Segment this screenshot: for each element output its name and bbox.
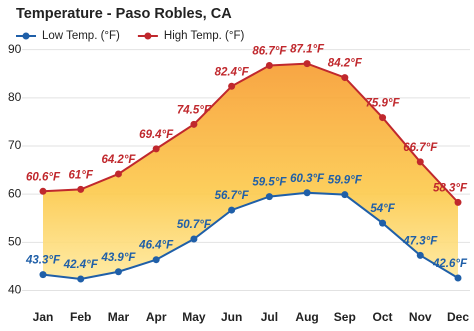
y-tick-label: 50 <box>8 235 22 249</box>
data-point <box>303 189 311 197</box>
data-point <box>416 251 424 259</box>
data-point <box>77 185 85 193</box>
data-label: 69.4°F <box>139 129 174 141</box>
x-tick-label: Jul <box>261 310 278 324</box>
data-label: 54°F <box>370 203 395 215</box>
range-area <box>43 63 458 279</box>
data-point <box>454 274 462 282</box>
data-label: 47.3°F <box>402 235 438 247</box>
data-label: 59.5°F <box>252 177 287 189</box>
data-point <box>114 170 122 178</box>
data-point <box>265 193 273 201</box>
data-label: 61°F <box>69 169 94 181</box>
data-point <box>379 114 387 122</box>
y-tick-label: 60 <box>8 186 22 200</box>
x-tick-label: Jan <box>33 310 54 324</box>
y-tick-label: 80 <box>8 90 22 104</box>
data-point <box>303 60 311 68</box>
x-tick-label: Feb <box>70 310 91 324</box>
data-point <box>152 256 160 264</box>
x-tick-label: Aug <box>295 310 318 324</box>
x-tick-label: Mar <box>108 310 130 324</box>
data-label: 59.9°F <box>328 175 363 187</box>
x-tick-label: Sep <box>334 310 356 324</box>
x-tick-label: Jun <box>221 310 242 324</box>
data-point <box>341 74 349 82</box>
data-point <box>190 120 198 128</box>
data-point <box>77 275 85 283</box>
data-point <box>454 198 462 206</box>
y-tick-label: 70 <box>8 138 22 152</box>
data-label: 75.9°F <box>366 98 401 110</box>
data-label: 60.6°F <box>26 171 61 183</box>
data-label: 87.1°F <box>290 44 325 56</box>
data-label: 64.2°F <box>101 154 136 166</box>
x-tick-label: May <box>182 310 206 324</box>
data-point <box>39 187 47 195</box>
series-line <box>42 62 459 204</box>
data-label: 66.7°F <box>403 142 438 154</box>
legend-marker <box>144 32 152 40</box>
data-point <box>341 191 349 199</box>
series-line <box>42 191 459 280</box>
data-label: 46.4°F <box>138 240 174 252</box>
data-point <box>416 158 424 166</box>
x-tick-label: Oct <box>373 310 393 324</box>
data-label: 42.6°F <box>432 258 468 270</box>
chart-title: Temperature - Paso Robles, CA <box>16 6 232 22</box>
data-point <box>39 271 47 279</box>
data-label: 50.7°F <box>177 219 212 231</box>
x-tick-label: Dec <box>447 310 469 324</box>
y-tick-label: 40 <box>8 283 22 297</box>
legend-label: High Temp. (°F) <box>164 30 245 42</box>
y-tick-label: 90 <box>8 42 22 56</box>
data-point <box>228 206 236 214</box>
x-tick-label: Apr <box>146 310 167 324</box>
data-point <box>190 235 198 243</box>
data-label: 43.3°F <box>25 255 61 267</box>
data-label: 60.3°F <box>290 173 325 185</box>
data-point <box>265 62 273 70</box>
data-label: 42.4°F <box>63 259 99 271</box>
data-label: 43.9°F <box>100 252 136 264</box>
legend-label: Low Temp. (°F) <box>42 30 120 42</box>
data-point <box>228 82 236 90</box>
legend-marker <box>22 32 30 40</box>
data-label: 58.3°F <box>433 182 468 194</box>
data-label: 56.7°F <box>215 190 250 202</box>
data-point <box>379 219 387 227</box>
data-label: 86.7°F <box>252 46 287 58</box>
data-label: 84.2°F <box>328 58 363 70</box>
x-tick-label: Nov <box>409 310 432 324</box>
data-label: 82.4°F <box>215 66 250 78</box>
data-point <box>114 268 122 276</box>
data-label: 74.5°F <box>177 104 212 116</box>
data-point <box>152 145 160 153</box>
